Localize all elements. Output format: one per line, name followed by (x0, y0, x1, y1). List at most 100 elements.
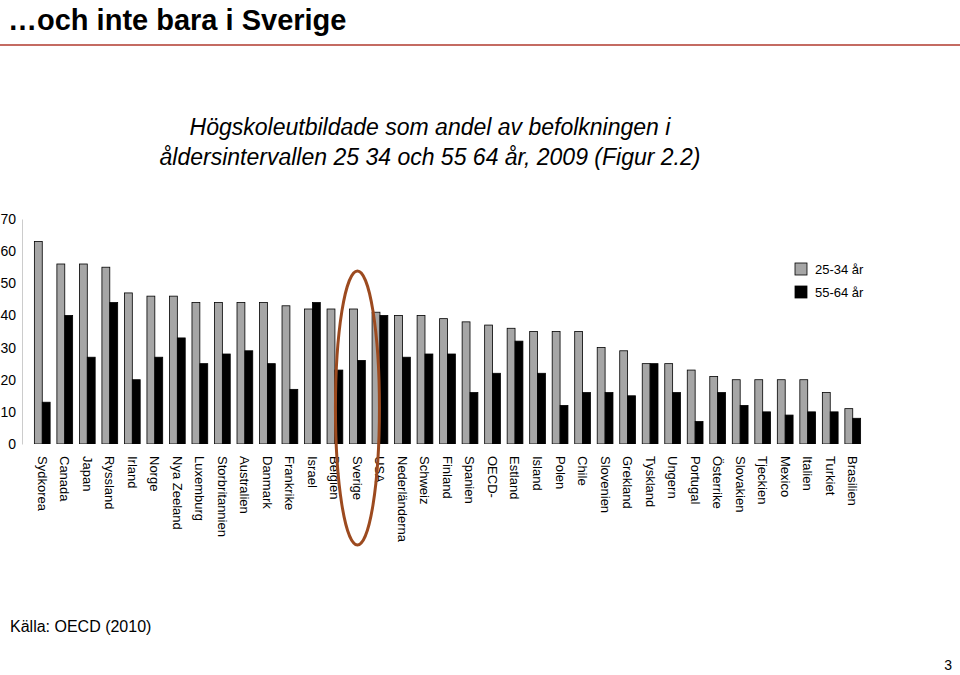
bar (425, 354, 433, 444)
x-tick-label: Nya Zeeland (170, 456, 185, 530)
bar (605, 393, 613, 444)
bar (732, 380, 740, 444)
x-tick-label: OECD- (485, 456, 500, 498)
x-tick: Ungern (665, 444, 680, 499)
bar (402, 357, 410, 444)
x-tick-label: Tyskland (643, 456, 658, 507)
bar (755, 380, 763, 444)
y-tick: 30 (0, 340, 22, 356)
bar (65, 315, 73, 444)
y-tick: 40 (0, 307, 22, 323)
x-tick-label: Sverige (350, 456, 365, 500)
bar (260, 303, 268, 444)
x-tick-label: Nederländerna (395, 456, 410, 543)
y-tick-label: 70 (0, 211, 16, 227)
x-tick: Ryssland (102, 444, 117, 509)
x-tick-label: Estland (507, 456, 522, 499)
bar (493, 373, 501, 444)
bar (102, 267, 110, 444)
chart-title: Högskoleutbildade som andel av befolknin… (160, 114, 701, 170)
bar (290, 389, 298, 444)
x-tick-label: Turkiet (823, 456, 838, 496)
x-tick: Turkiet (823, 444, 838, 496)
x-tick-label: Australien (237, 456, 252, 514)
chart-title-line: åldersintervallen 25 34 och 55 64 år, 20… (160, 144, 701, 170)
bar (282, 306, 290, 444)
y-tick-label: 30 (0, 340, 16, 356)
bar (718, 393, 726, 444)
bar (155, 357, 163, 444)
bar (448, 354, 456, 444)
bar (620, 351, 628, 444)
bar (853, 418, 861, 444)
x-tick: Slovakien (733, 444, 748, 512)
x-tick-label: Irland (125, 456, 140, 489)
x-tick-label: Danmark (260, 456, 275, 509)
x-tick-label: Canada (57, 456, 72, 502)
x-tick: Portugal (688, 444, 703, 505)
bar (267, 364, 275, 444)
bar (597, 348, 605, 444)
bar (777, 380, 785, 444)
x-tick-label: Brasilien (845, 456, 860, 506)
x-tick: Tjeckien (755, 444, 770, 504)
y-tick: 50 (0, 275, 22, 291)
bar (237, 303, 245, 444)
bar (395, 315, 403, 444)
legend-item: 55-64 år (795, 285, 864, 300)
x-tick: Österrike (710, 444, 725, 509)
bar (822, 393, 830, 444)
bar (710, 377, 718, 445)
x-axis: SydkoreaCanadaJapanRysslandIrlandNorgeNy… (35, 444, 860, 543)
bar (538, 373, 546, 444)
bar (808, 412, 816, 444)
bar (507, 328, 515, 444)
y-tick: 0 (8, 436, 22, 452)
x-tick-label: Israel (305, 456, 320, 488)
bar (673, 393, 681, 444)
x-tick: Slovenien (598, 444, 613, 513)
x-tick: Frankrike (282, 444, 297, 510)
x-tick-label: Tjeckien (755, 456, 770, 504)
legend-swatch (795, 286, 807, 298)
bar (800, 380, 808, 444)
bar (417, 315, 425, 444)
x-tick: Storbritannien (215, 444, 230, 537)
legend-label: 55-64 år (815, 285, 864, 300)
chart-title-line: Högskoleutbildade som andel av befolknin… (190, 114, 672, 140)
y-tick-label: 10 (0, 404, 16, 420)
x-tick: Grekland (620, 444, 635, 509)
x-tick-label: Ungern (665, 456, 680, 499)
bar (245, 351, 253, 444)
bar (87, 357, 95, 444)
x-tick-label: Grekland (620, 456, 635, 509)
y-axis-line (22, 220, 23, 445)
bar (79, 264, 87, 444)
bar (485, 325, 493, 444)
bar (34, 242, 42, 445)
bar (763, 412, 771, 444)
x-tick: Israel (305, 444, 320, 488)
x-tick-label: Luxemburg (192, 456, 207, 521)
bar (642, 364, 650, 444)
x-tick: Island (530, 444, 545, 491)
bar (42, 402, 50, 444)
x-tick: Tyskland (643, 444, 658, 507)
bar (169, 296, 177, 444)
heading-rule (0, 44, 960, 46)
bar (440, 319, 448, 444)
bar (222, 354, 230, 444)
bar (110, 303, 118, 444)
x-tick-label: Slovakien (733, 456, 748, 512)
y-tick-label: 50 (0, 275, 16, 291)
x-tick-label: Polen (553, 456, 568, 489)
bar (57, 264, 65, 444)
x-tick: OECD- (485, 444, 500, 498)
y-tick: 10 (0, 404, 22, 420)
y-tick-label: 60 (0, 243, 16, 259)
x-tick-label: Japan (80, 456, 95, 491)
bar (132, 380, 140, 444)
bar (200, 364, 208, 444)
legend-item: 25-34 år (795, 262, 864, 277)
x-tick: Italien (800, 444, 815, 491)
